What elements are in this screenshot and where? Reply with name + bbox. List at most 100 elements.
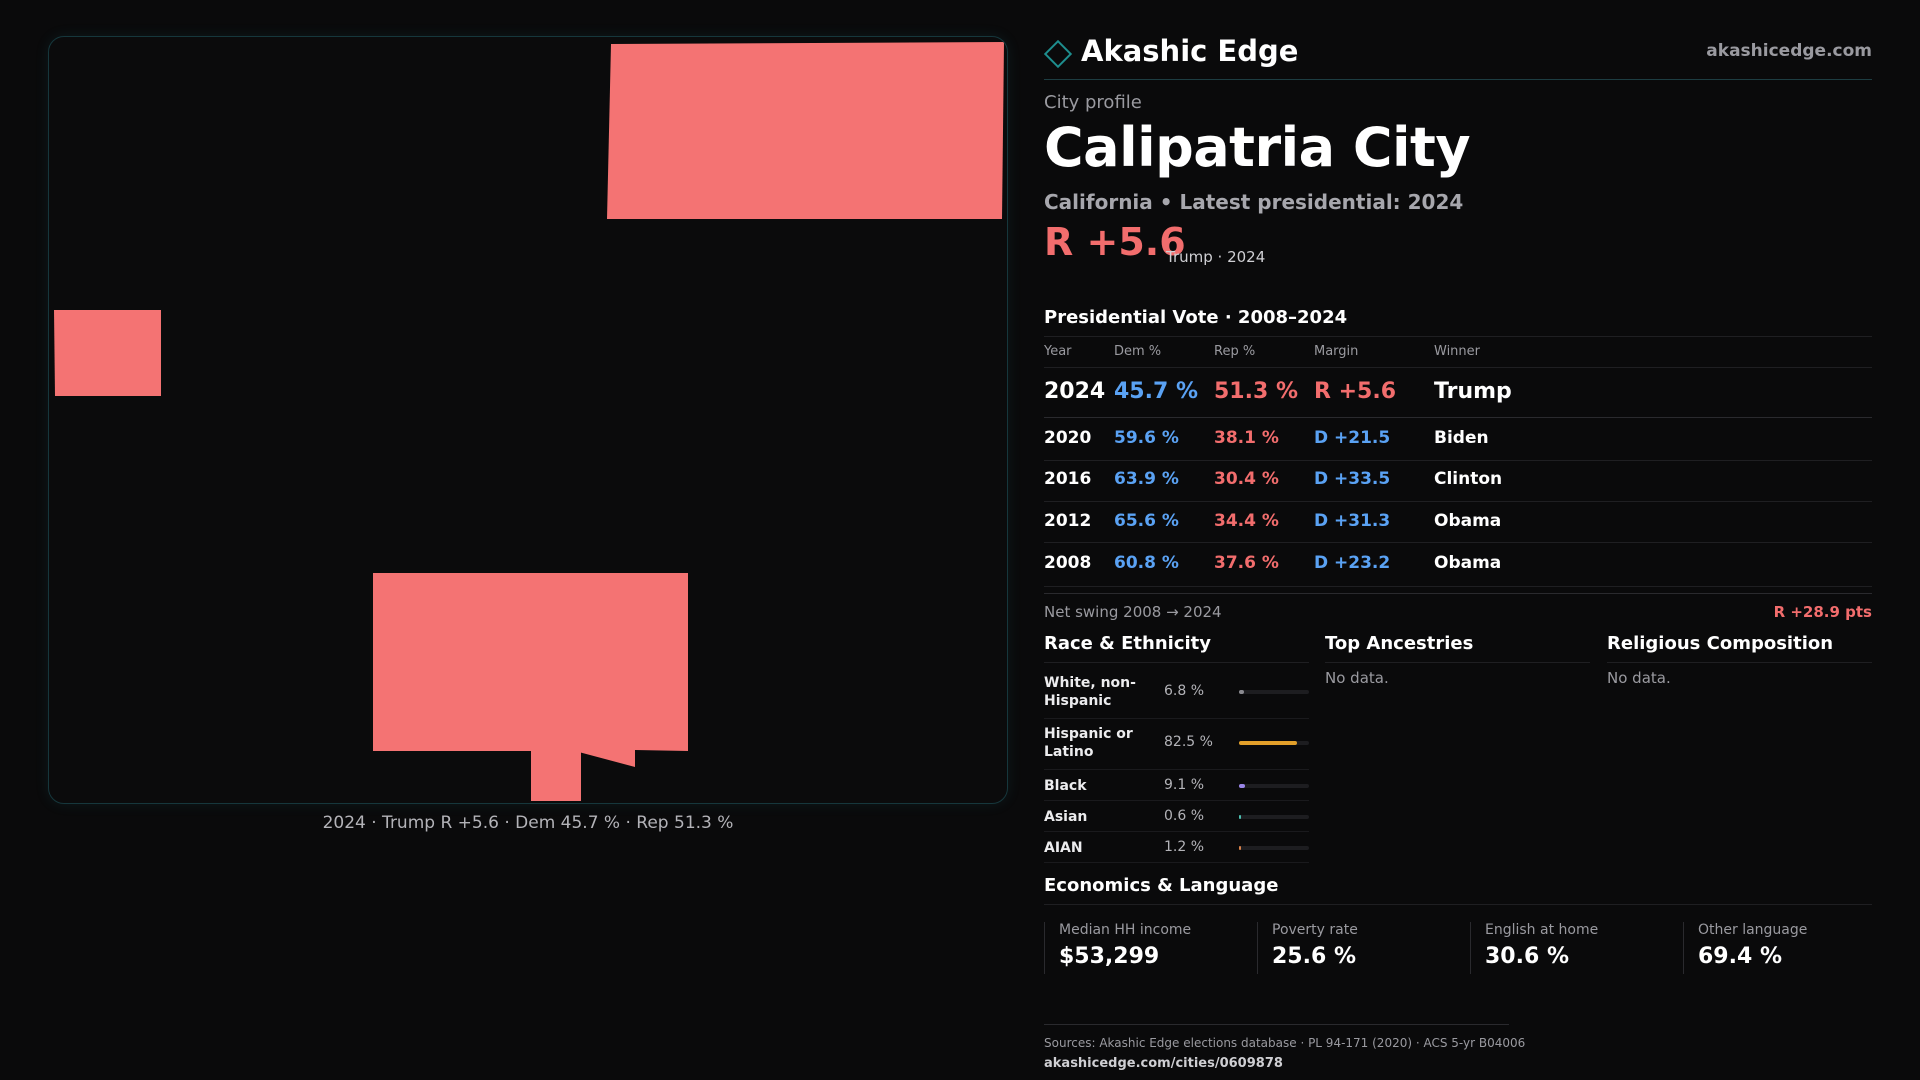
divider (1044, 800, 1309, 801)
city-map[interactable] (48, 36, 1008, 804)
row-rep: 30.4 % (1214, 469, 1279, 489)
stat-label: Median HH income (1059, 922, 1192, 938)
stat-label: English at home (1485, 922, 1599, 938)
race-bar-fill (1239, 741, 1297, 745)
row-year: 2008 (1044, 553, 1092, 573)
race-label: Hispanic or Latino (1044, 726, 1133, 760)
page-title: Calipatria City (1044, 116, 1471, 179)
latest-margin-note: Trump · 2024 (1166, 248, 1266, 266)
ancestries-section-title: Top Ancestries (1325, 633, 1474, 654)
row-winner: Obama (1434, 553, 1502, 573)
stat-value: 30.6 % (1485, 944, 1569, 969)
divider (1044, 662, 1309, 663)
race-bar-fill (1239, 784, 1246, 788)
profile-kicker: City profile (1044, 92, 1142, 113)
stat-value: 25.6 % (1272, 944, 1356, 969)
divider (1044, 593, 1872, 594)
race-label: Asian (1044, 809, 1088, 825)
column-header-margin: Margin (1314, 344, 1359, 359)
divider (1044, 460, 1872, 461)
diamond-outline-icon (1043, 39, 1073, 69)
race-bar-fill (1239, 815, 1242, 819)
divider (1044, 336, 1872, 337)
race-label: AIAN (1044, 840, 1083, 856)
row-margin: D +23.2 (1314, 553, 1391, 573)
row-dem: 65.6 % (1114, 511, 1179, 531)
column-header-rep: Rep % (1214, 344, 1256, 359)
divider (1044, 862, 1309, 863)
row-year: 2024 (1044, 379, 1106, 404)
column-header-winner: Winner (1434, 344, 1481, 359)
row-dem: 63.9 % (1114, 469, 1179, 489)
row-margin: D +21.5 (1314, 428, 1391, 448)
profile-subtitle: California • Latest presidential: 2024 (1044, 190, 1464, 214)
city-boundary-map (54, 42, 1004, 801)
divider (1044, 904, 1872, 905)
stat-card: Poverty rate 25.6 % (1257, 922, 1470, 974)
row-winner: Clinton (1434, 469, 1503, 489)
column-header-dem: Dem % (1114, 344, 1162, 359)
stat-label: Poverty rate (1272, 922, 1358, 938)
race-section-title: Race & Ethnicity (1044, 633, 1211, 654)
divider (1044, 831, 1309, 832)
race-label: Black (1044, 778, 1087, 794)
header: Akashic Edge akashicedge.com (1043, 30, 1872, 80)
race-bar-fill (1239, 690, 1244, 694)
city-parcel-northeast (607, 42, 1004, 219)
divider (1044, 718, 1309, 719)
row-winner: Biden (1434, 428, 1489, 448)
profile-panel: Akashic Edge akashicedge.com City profil… (1043, 30, 1872, 1071)
divider (1325, 662, 1590, 663)
row-rep: 34.4 % (1214, 511, 1279, 531)
divider (1044, 367, 1872, 368)
net-swing-value: R +28.9 pts (1773, 603, 1872, 621)
divider (1044, 586, 1872, 587)
race-value: 0.6 % (1164, 808, 1205, 824)
stat-value: $53,299 (1059, 944, 1160, 969)
brand-name[interactable]: Akashic Edge (1081, 34, 1299, 68)
row-margin: R +5.6 (1314, 379, 1397, 404)
row-winner: Obama (1434, 511, 1502, 531)
race-bar (1239, 690, 1309, 694)
economics-section-title: Economics & Language (1044, 875, 1279, 896)
site-link[interactable]: akashicedge.com (1706, 41, 1872, 61)
race-label: White, non-Hispanic (1044, 675, 1136, 709)
vote-section-title: Presidential Vote · 2008–2024 (1044, 307, 1348, 328)
map-caption: 2024 · Trump R +5.6 · Dem 45.7 % · Rep 5… (322, 813, 734, 833)
row-dem: 59.6 % (1114, 428, 1179, 448)
stat-card: Median HH income $53,299 (1044, 922, 1257, 974)
row-margin: D +33.5 (1314, 469, 1391, 489)
race-bar (1239, 846, 1309, 850)
row-dem: 60.8 % (1114, 553, 1179, 573)
net-swing-label: Net swing 2008 → 2024 (1044, 603, 1222, 621)
stat-value: 69.4 % (1698, 944, 1782, 969)
race-value: 82.5 % (1164, 734, 1213, 750)
city-parcel-west (54, 310, 161, 396)
ancestries-empty: No data. (1325, 669, 1389, 687)
religion-section-title: Religious Composition (1607, 633, 1834, 654)
race-value: 6.8 % (1164, 683, 1205, 699)
race-value: 1.2 % (1164, 839, 1205, 855)
row-year: 2020 (1044, 428, 1092, 448)
stat-card: Other language 69.4 % (1683, 922, 1872, 974)
row-year: 2012 (1044, 511, 1092, 531)
divider (1044, 542, 1872, 543)
row-rep: 37.6 % (1214, 553, 1279, 573)
divider (1044, 769, 1309, 770)
source-link[interactable]: akashicedge.com/cities/0609878 (1044, 1056, 1283, 1071)
row-dem: 45.7 % (1114, 379, 1198, 404)
row-rep: 38.1 % (1214, 428, 1279, 448)
divider (1044, 1024, 1509, 1025)
race-bar-fill (1239, 846, 1242, 850)
religion-empty: No data. (1607, 669, 1671, 687)
sources-note: Sources: Akashic Edge elections database… (1044, 1036, 1526, 1050)
race-bar (1239, 815, 1309, 819)
row-year: 2016 (1044, 469, 1092, 489)
stat-label: Other language (1698, 922, 1808, 938)
column-header-year: Year (1044, 344, 1072, 359)
divider (1044, 417, 1872, 418)
row-winner: Trump (1434, 379, 1512, 404)
city-parcel-south (373, 573, 688, 801)
divider (1044, 501, 1872, 502)
race-bar (1239, 784, 1309, 788)
